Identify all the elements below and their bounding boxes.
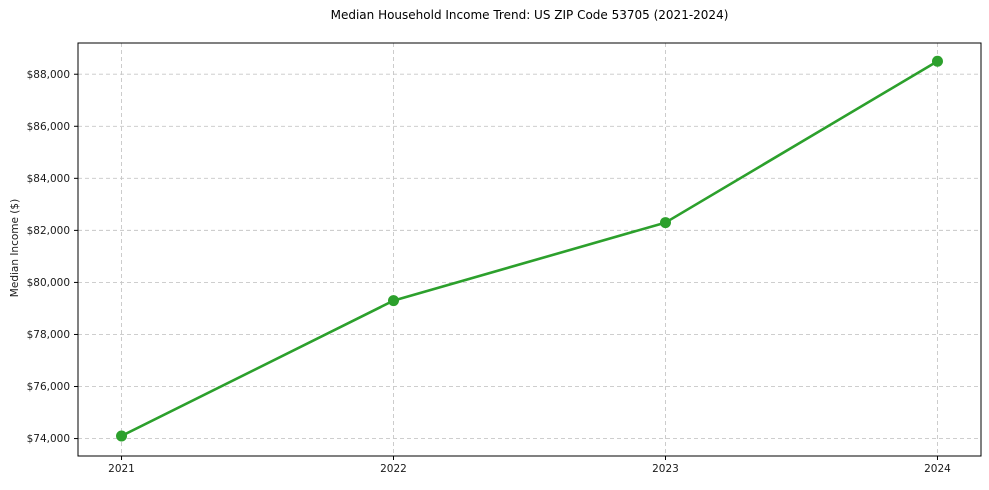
y-tick-label: $80,000 [27,277,70,289]
plot-border [77,42,982,457]
y-tick-label: $86,000 [27,121,70,133]
gridlines [78,43,981,456]
y-tick-label: $76,000 [27,381,70,393]
y-tick-label: $82,000 [27,225,70,237]
x-tick-label: 2022 [380,463,407,475]
x-tick-label: 2021 [108,463,135,475]
data-point-2021 [116,430,128,442]
data-point-2024 [931,55,943,67]
chart-title: Median Household Income Trend: US ZIP Co… [330,8,729,22]
x-tick-label: 2024 [924,463,951,475]
data-point-2023 [659,217,671,229]
y-tick-label: $78,000 [27,329,70,341]
y-tick-label: $74,000 [27,433,70,445]
data-point-2022 [388,295,400,307]
x-tick-label: 2023 [652,463,679,475]
axis-ticks: 2021 2022 2023 2024 $74,000 $76,000 $78,000 $80… [27,69,952,475]
y-tick-label: $84,000 [27,173,70,185]
y-tick-label: $88,000 [27,69,70,81]
trend-line [120,59,939,438]
